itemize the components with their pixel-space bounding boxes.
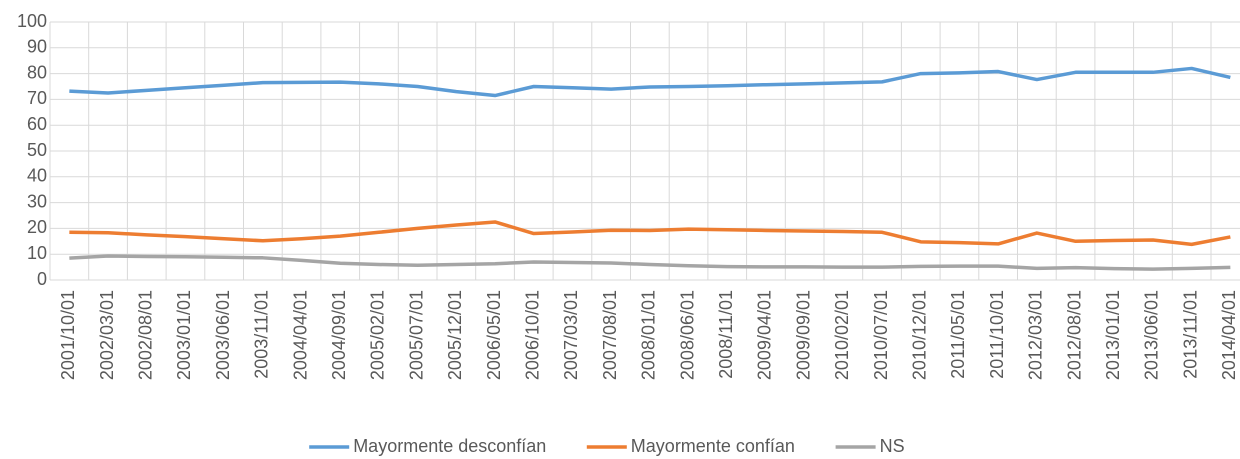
x-tick-label: 2009/04/01 [755, 290, 775, 380]
x-tick-label: 2012/08/01 [1064, 290, 1084, 380]
legend-label: Mayormente desconfían [353, 436, 546, 456]
x-tick-label: 2008/11/01 [716, 290, 736, 379]
y-tick-label: 20 [27, 217, 47, 237]
x-tick-label: 2010/07/01 [871, 290, 891, 380]
y-tick-label: 70 [27, 88, 47, 108]
x-tick-label: 2014/04/01 [1219, 290, 1239, 380]
line-series [69, 220, 1231, 247]
x-tick-label: 2006/05/01 [484, 290, 504, 380]
y-tick-label: 90 [27, 37, 47, 57]
x-tick-label: 2010/12/01 [910, 290, 930, 380]
x-tick-label: 2007/03/01 [561, 290, 581, 380]
x-tick-label: 2011/10/01 [987, 290, 1007, 379]
x-tick-label: 2013/06/01 [1142, 290, 1162, 380]
y-tick-label: 50 [27, 140, 47, 160]
legend-label: Mayormente confían [631, 436, 795, 456]
x-tick-label: 2009/09/01 [793, 290, 813, 380]
x-tick-label: 2003/01/01 [174, 290, 194, 380]
y-tick-label: 40 [27, 166, 47, 186]
y-tick-label: 60 [27, 114, 47, 134]
x-tick-label: 2004/04/01 [290, 290, 310, 380]
x-tick-label: 2003/11/01 [252, 290, 272, 379]
x-tick-label: 2011/05/01 [948, 290, 968, 379]
x-tick-label: 2003/06/01 [213, 290, 233, 380]
x-tick-label: 2002/03/01 [97, 290, 117, 380]
x-tick-label: 2013/11/01 [1180, 290, 1200, 379]
x-tick-label: 2013/01/01 [1103, 290, 1123, 380]
legend-label: NS [880, 436, 905, 456]
x-tick-label: 2012/03/01 [1026, 290, 1046, 380]
y-tick-label: 0 [37, 269, 47, 289]
line-series [69, 254, 1231, 271]
x-tick-label: 2008/01/01 [639, 290, 659, 380]
x-tick-label: 2004/09/01 [329, 290, 349, 380]
x-tick-label: 2006/10/01 [523, 290, 543, 380]
y-tick-label: 100 [17, 11, 47, 31]
x-tick-label: 2008/06/01 [677, 290, 697, 380]
x-tick-label: 2005/07/01 [406, 290, 426, 380]
x-tick-label: 2005/12/01 [445, 290, 465, 380]
x-tick-label: 2001/10/01 [58, 290, 78, 380]
x-tick-label: 2002/08/01 [136, 290, 156, 380]
x-tick-label: 2005/02/01 [368, 290, 388, 380]
line-series [69, 66, 1231, 98]
y-tick-label: 80 [27, 62, 47, 82]
y-tick-label: 10 [27, 243, 47, 263]
y-tick-label: 30 [27, 191, 47, 211]
x-tick-label: 2007/08/01 [600, 290, 620, 380]
x-tick-label: 2010/02/01 [832, 290, 852, 380]
